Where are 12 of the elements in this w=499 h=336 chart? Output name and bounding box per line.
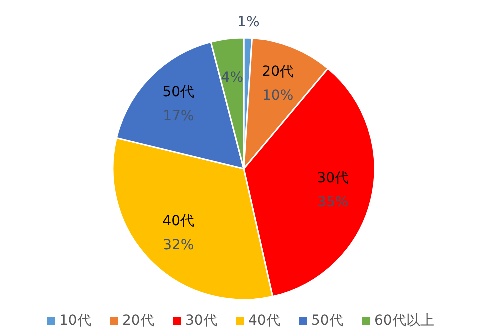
legend-label: 60代以上 — [374, 313, 434, 329]
data-label: 50代 17% — [162, 84, 195, 125]
legend-label: 50代 — [312, 313, 344, 329]
data-label: 30代 35% — [317, 170, 350, 211]
data-label: 4% — [221, 70, 244, 86]
data-label: 1% — [238, 14, 260, 30]
legend-label: 30代 — [186, 313, 218, 329]
data-label: 40代 32% — [162, 213, 195, 254]
data-label: 20代 10% — [262, 64, 294, 104]
legend-label: 20代 — [122, 313, 154, 329]
legend-label: 40代 — [248, 313, 280, 329]
legend-label: 10代 — [60, 313, 92, 329]
